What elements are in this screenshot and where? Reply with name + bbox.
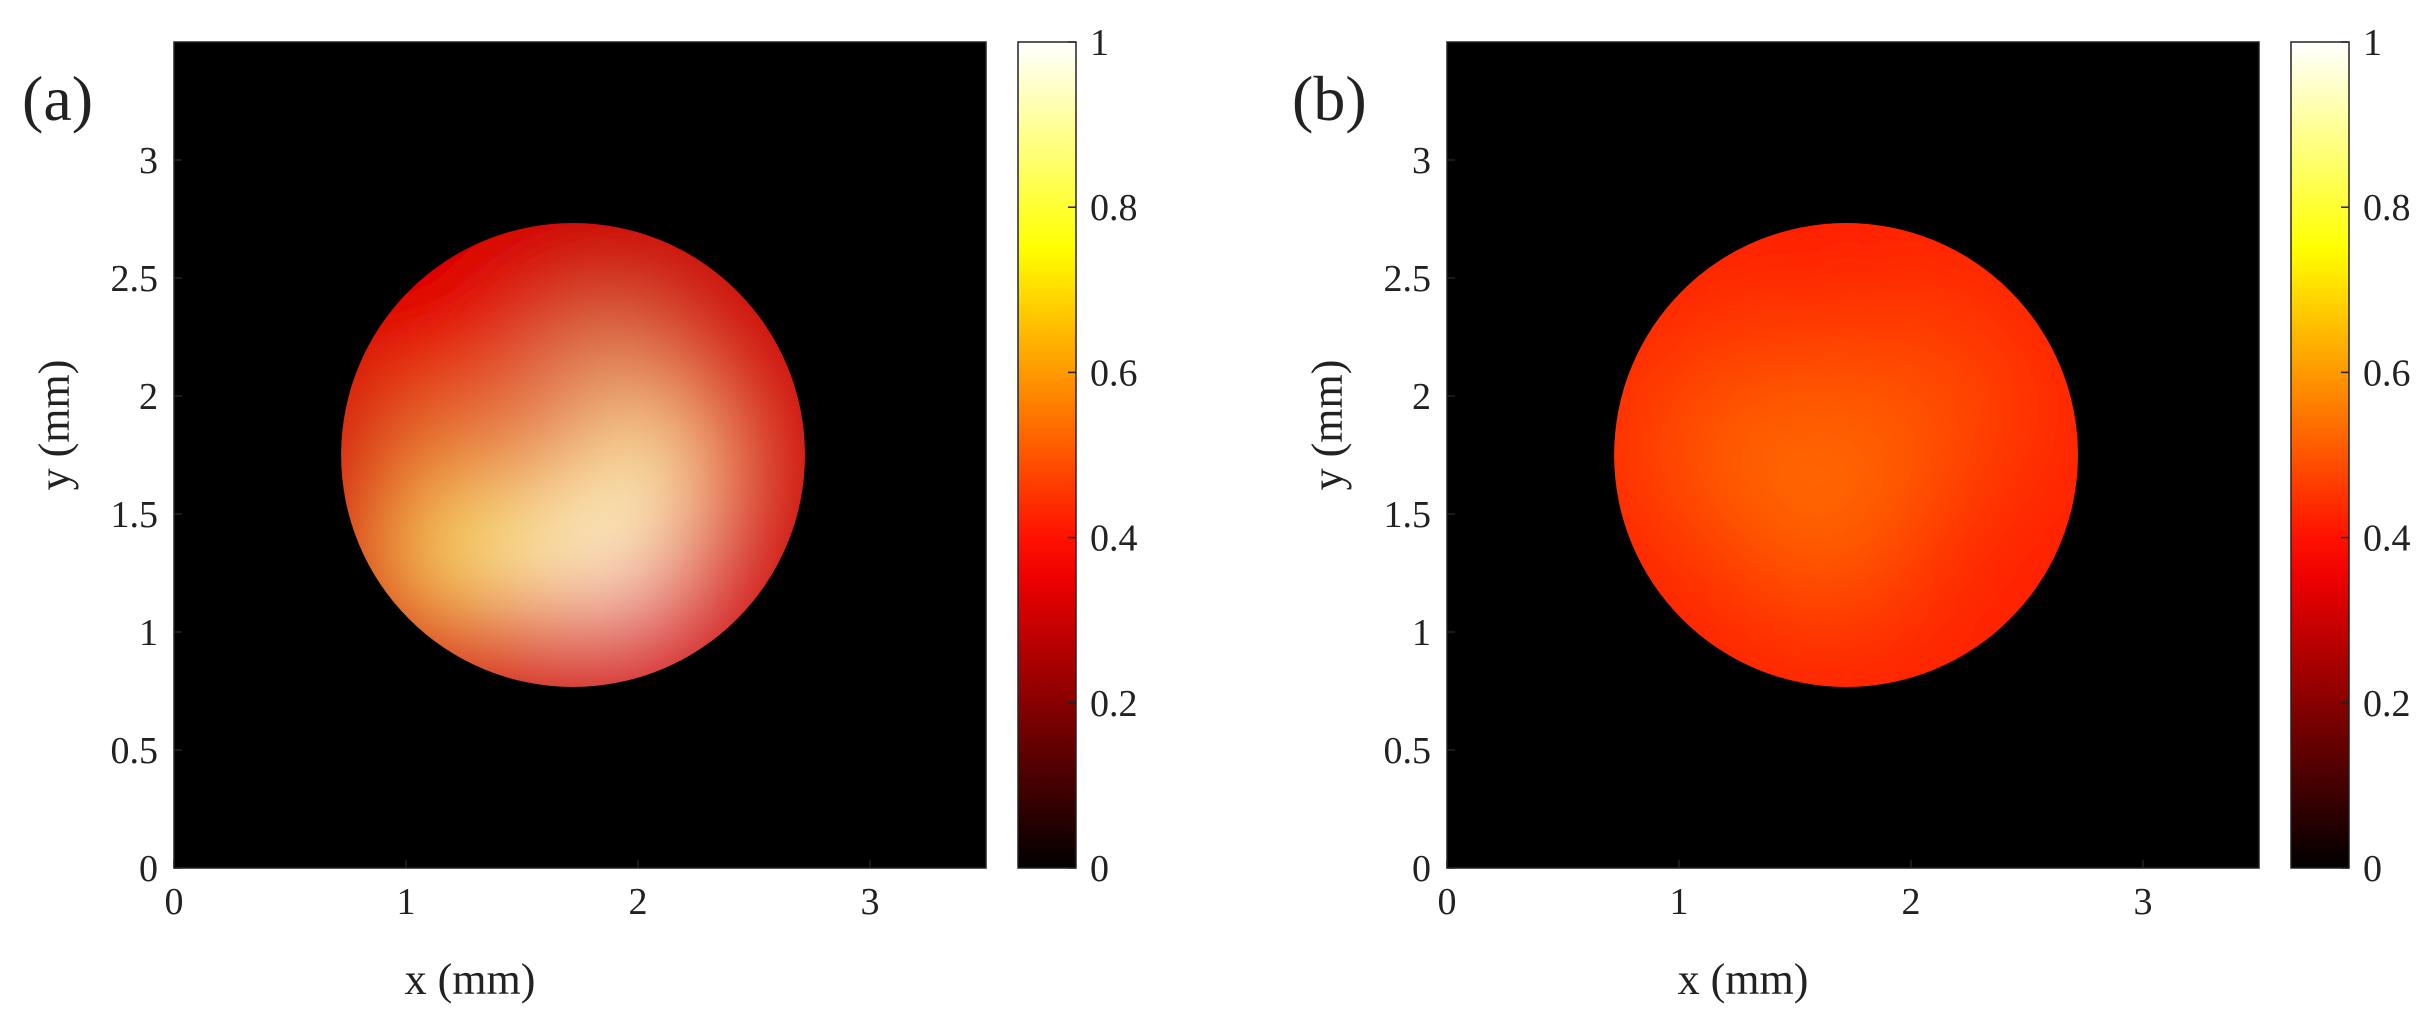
y-tick-label: 3 bbox=[139, 140, 158, 182]
y-axis-label: y (mm) bbox=[1303, 360, 1352, 491]
y-tick-label: 1 bbox=[1412, 612, 1431, 654]
x-axis-label: x (mm) bbox=[405, 955, 536, 1004]
colorbar-tick-label: 0.4 bbox=[2363, 518, 2411, 560]
intensity-peak bbox=[1836, 310, 2032, 506]
y-axis-label: y (mm) bbox=[30, 360, 79, 491]
y-tick-label: 1 bbox=[139, 612, 158, 654]
axes-frame bbox=[1446, 41, 2260, 869]
colorbar-tick-label: 0.8 bbox=[1090, 187, 1138, 229]
y-tick-label: 2.5 bbox=[111, 258, 159, 300]
colorbar-tick-label: 0.6 bbox=[1090, 352, 1138, 394]
intensity-disk bbox=[1614, 223, 2079, 687]
y-tick-label: 1.5 bbox=[1384, 494, 1432, 536]
colorbar-tick-label: 1 bbox=[1090, 22, 1109, 64]
intensity-peak bbox=[1627, 345, 1823, 541]
intensity-peak bbox=[1743, 223, 1939, 352]
axes-frame bbox=[173, 41, 987, 869]
panel-label: (a) bbox=[22, 63, 93, 134]
y-tick-label: 1.5 bbox=[111, 494, 159, 536]
y-tick-label: 0.5 bbox=[1384, 730, 1432, 772]
x-tick-label: 2 bbox=[1902, 881, 1921, 923]
colorbar-tick-label: 0.6 bbox=[2363, 352, 2411, 394]
x-tick-label: 1 bbox=[1670, 881, 1689, 923]
y-tick-label: 0 bbox=[139, 848, 158, 890]
colorbar-tick-label: 0 bbox=[2363, 848, 2382, 890]
y-tick-label: 0 bbox=[1412, 848, 1431, 890]
x-tick-label: 3 bbox=[861, 881, 880, 923]
colorbar bbox=[1017, 41, 1077, 869]
y-tick-label: 2.5 bbox=[1384, 258, 1432, 300]
panel-a: 0 1 2 3 0 0.5 1 1.5 2 2.5 3 x (mm) y (mm) (a) 0 0.2 0.4 0… bbox=[22, 22, 1138, 1004]
y-tick-label: 3 bbox=[1412, 140, 1431, 182]
colorbar-tick-label: 1 bbox=[2363, 22, 2382, 64]
panel-label: (b) bbox=[1292, 63, 1367, 134]
y-tick-label: 2 bbox=[139, 376, 158, 418]
intensity-peak bbox=[354, 451, 550, 647]
x-axis-label: x (mm) bbox=[1678, 955, 1809, 1004]
y-tick-label: 0.5 bbox=[111, 730, 159, 772]
x-tick-label: 3 bbox=[2134, 881, 2153, 923]
colorbar-tick-label: 0 bbox=[1090, 848, 1109, 890]
colorbar-tick-label: 0.2 bbox=[1090, 683, 1138, 725]
y-tick-label: 2 bbox=[1412, 376, 1431, 418]
panel-b: 0 1 2 3 0 0.5 1 1.5 2 2.5 3 x (mm) y (mm) (b) 0 0.2 0.4 0… bbox=[1292, 22, 2411, 1004]
colorbar bbox=[2290, 41, 2350, 869]
intensity-peak bbox=[1743, 558, 1939, 687]
intensity-peak bbox=[552, 357, 748, 553]
colorbar-tick-label: 0.4 bbox=[1090, 518, 1138, 560]
x-tick-label: 0 bbox=[1438, 881, 1457, 923]
colorbar-tick-label: 0.8 bbox=[2363, 187, 2411, 229]
colorbar-tick-label: 0.2 bbox=[2363, 683, 2411, 725]
x-tick-label: 2 bbox=[629, 881, 648, 923]
x-tick-label: 1 bbox=[397, 881, 416, 923]
x-tick-label: 0 bbox=[165, 881, 184, 923]
